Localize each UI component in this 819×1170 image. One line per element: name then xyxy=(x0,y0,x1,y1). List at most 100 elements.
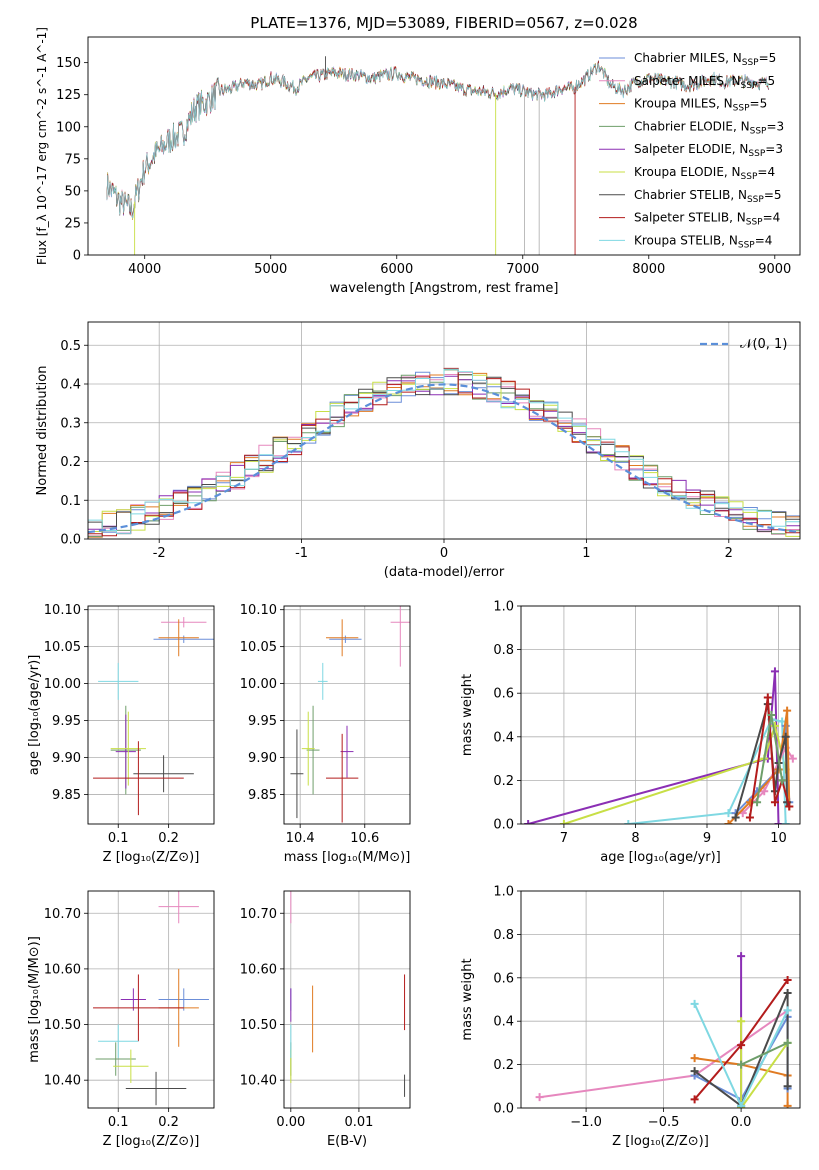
axes-frame xyxy=(283,605,411,825)
series-marker-salp_elodie xyxy=(774,820,783,824)
y-tick-label: 10.10 xyxy=(240,603,277,618)
y-tick-label: 10.60 xyxy=(240,962,277,977)
y-tick-label: 1.0 xyxy=(493,600,514,615)
series-marker-salp_elodie xyxy=(770,667,779,676)
spectrum-legend: Chabrier MILES, NSSP=5 Salpeter MILES, NS… xyxy=(599,51,784,250)
x-tick-label: 9 xyxy=(703,831,711,846)
series-marker-krou_stelib xyxy=(783,1006,792,1015)
series-marker-krou_stelib xyxy=(737,1101,746,1108)
age_vs_Z-points xyxy=(93,617,214,816)
axes-frame xyxy=(283,890,411,1109)
legend-label-krou_elodie: Kroupa ELODIE, NSSP=4 xyxy=(634,165,775,182)
series-marker-chab_stelib xyxy=(690,1067,699,1076)
x-tick-label: 1 xyxy=(582,546,590,561)
x-tick-label: 0.00 xyxy=(276,1115,305,1130)
series-marker-krou_miles xyxy=(690,1054,699,1063)
age_vs_mass-panel: 10.4 10.6 9.85 9.90 9.95 10.00 10.05 10.10 mass … xyxy=(240,603,411,865)
residuals-panel: -2 -1 0 1 2 0.0 0.1 0.2 0.3 0.4 0.5 (data-model)/er… xyxy=(35,321,801,580)
y-tick-label: 0.4 xyxy=(60,378,81,393)
y-tick-label: 10.70 xyxy=(44,907,81,922)
y-tick-label: 0.2 xyxy=(493,774,514,789)
y-tick-label: 0.6 xyxy=(493,687,514,702)
legend-label-krou_miles: Kroupa MILES, NSSP=5 xyxy=(634,97,767,114)
y-tick-label: 0.2 xyxy=(493,1058,514,1073)
y-tick-label: 100 xyxy=(56,120,81,135)
y-tick-label: 0.6 xyxy=(493,971,514,986)
y-tick-label: 0.0 xyxy=(493,818,514,833)
legend-label-chab_stelib: Chabrier STELIB, NSSP=5 xyxy=(634,188,782,205)
x-axis-label: E(B-V) xyxy=(327,1134,367,1149)
y-tick-label: 50 xyxy=(64,184,81,199)
x-tick-label: -1 xyxy=(295,546,308,561)
series-line-krou_elodie xyxy=(740,1021,789,1108)
y-tick-label: 1.0 xyxy=(493,885,514,900)
histogram-krou_stelib xyxy=(88,368,800,535)
weight_vs_Z-panel: −1.0 −0.5 0.0 0.0 0.2 0.4 0.6 0.8 1.0 Z [log₁₀(Z/… xyxy=(460,885,801,1149)
series-marker-salp_stelib xyxy=(745,813,754,822)
y-axis-label: Flux [f_λ 10^-17 erg cm^-2 s^-1 A^-1] xyxy=(35,27,49,265)
x-axis-label: age [log₁₀(age/yr)] xyxy=(600,850,721,865)
x-axis-label: Z [log₁₀(Z/Z⊙)] xyxy=(103,1134,200,1149)
x-tick-label: 8000 xyxy=(632,262,665,277)
x-tick-label: 10.6 xyxy=(350,831,379,846)
series-marker-salp_elodie xyxy=(737,952,746,961)
series-marker-chab_elodie xyxy=(753,798,762,807)
x-tick-label: 7000 xyxy=(506,262,539,277)
x-tick-label: 0.2 xyxy=(158,831,179,846)
x-tick-label: 0.2 xyxy=(158,1115,179,1130)
series-marker-krou_elodie xyxy=(559,820,568,824)
y-tick-label: 10.50 xyxy=(44,1018,81,1033)
series-line-chab_stelib xyxy=(734,703,789,818)
axes-frame xyxy=(87,890,215,1109)
x-axis-label: (data-model)/error xyxy=(384,565,505,580)
series-marker-salp_elodie xyxy=(524,820,533,824)
x-tick-label: −0.5 xyxy=(648,1115,680,1130)
y-tick-label: 0.0 xyxy=(60,533,81,548)
x-tick-label: 9000 xyxy=(758,262,791,277)
series-marker-krou_stelib xyxy=(724,809,733,818)
residuals-legend: 𝒩(0, 1) xyxy=(700,337,787,352)
series-marker-krou_stelib xyxy=(781,820,790,824)
legend-label-chab_elodie: Chabrier ELODIE, NSSP=3 xyxy=(634,119,784,136)
x-axis-label: Z [log₁₀(Z/Z⊙)] xyxy=(612,1134,709,1149)
normal-curve xyxy=(88,383,800,534)
y-tick-label: 10.60 xyxy=(44,962,81,977)
x-tick-label: 8 xyxy=(631,831,639,846)
legend-label-krou_stelib: Kroupa STELIB, NSSP=4 xyxy=(634,233,772,250)
y-tick-label: 150 xyxy=(56,56,81,71)
series-marker-chab_elodie xyxy=(767,711,776,719)
x-tick-label: 4000 xyxy=(128,262,161,277)
x-tick-label: 0.1 xyxy=(108,1115,129,1130)
y-tick-label: 10.10 xyxy=(44,603,81,618)
y-tick-label: 10.40 xyxy=(240,1074,277,1089)
y-tick-label: 10.00 xyxy=(240,677,277,692)
x-axis-label: mass [log₁₀(M/M⊙)] xyxy=(284,850,411,865)
weight_vs_Z-series xyxy=(535,952,792,1108)
series-marker-krou_miles xyxy=(783,706,792,715)
axes-frame xyxy=(87,605,215,825)
y-tick-label: 9.90 xyxy=(52,751,81,766)
y-tick-label: 75 xyxy=(64,152,81,167)
x-tick-label: 2 xyxy=(725,546,733,561)
x-tick-label: 10.4 xyxy=(286,831,315,846)
x-axis-label: Z [log₁₀(Z/Z⊙)] xyxy=(103,850,200,865)
series-marker-salp_miles xyxy=(535,1093,544,1102)
series-marker-chab_stelib xyxy=(783,988,792,997)
series-marker-chab_elodie xyxy=(778,776,787,785)
axes-frame xyxy=(87,36,801,256)
y-tick-label: 9.85 xyxy=(52,788,81,803)
y-tick-label: 125 xyxy=(56,88,81,103)
y-tick-label: 9.85 xyxy=(248,788,277,803)
y-tick-label: 10.05 xyxy=(44,640,81,655)
spectrum-line-krou_stelib xyxy=(106,63,769,219)
x-tick-label: 0 xyxy=(440,546,448,561)
x-tick-label: −1.0 xyxy=(570,1115,602,1130)
spectrum-lines xyxy=(106,56,769,255)
y-tick-label: 10.50 xyxy=(240,1018,277,1033)
y-tick-label: 0.5 xyxy=(60,339,81,354)
axes-frame xyxy=(520,605,801,825)
axes-frame xyxy=(520,890,801,1109)
y-tick-label: 0.1 xyxy=(60,494,81,509)
mass_vs_ebv-panel: 0.00 0.01 10.40 10.50 10.60 10.70 E(B-V) xyxy=(240,890,411,1149)
